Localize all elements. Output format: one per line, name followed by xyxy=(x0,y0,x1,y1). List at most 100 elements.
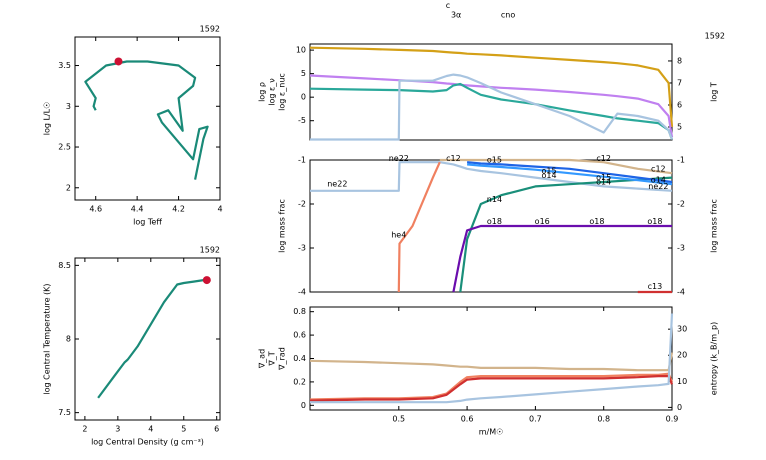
y-axis-label: log ε_nuc xyxy=(278,73,287,111)
x-tick-label: 4.4 xyxy=(131,205,144,214)
x-axis-label: log Teff xyxy=(133,218,162,227)
y2-tick-label: 0 xyxy=(677,403,682,412)
y-axis-label: log ρ xyxy=(258,82,267,102)
annotation: c xyxy=(446,1,450,10)
annotation: 3α xyxy=(451,10,461,19)
y2-axis-label: log T xyxy=(710,82,719,102)
model-number: 1592 xyxy=(200,25,220,34)
y-tick-label: 5 xyxy=(301,69,306,78)
series-line xyxy=(310,73,674,141)
annotation: c12 xyxy=(596,154,611,163)
y2-tick-label: 8 xyxy=(677,56,682,65)
annotation: o16 xyxy=(535,217,550,226)
y2-axis-label: entropy (k_B/m_p) xyxy=(710,322,719,395)
plot-frame xyxy=(74,257,221,421)
series-line xyxy=(309,46,674,128)
y-axis-label: ∇_rad xyxy=(278,347,287,371)
y2-tick-label: 6 xyxy=(677,100,682,109)
y-tick-label: 0 xyxy=(301,401,306,410)
y-tick-label: 2.5 xyxy=(58,143,71,152)
annotation: cno xyxy=(501,10,515,19)
y2-tick-label: -2 xyxy=(677,200,685,209)
series-line xyxy=(310,313,674,404)
x-tick-label: 0.5 xyxy=(392,415,405,424)
x-tick-label: 5 xyxy=(181,425,186,434)
series-line xyxy=(459,176,673,293)
current-point xyxy=(114,57,123,66)
y-axis-label: ∇_T xyxy=(268,351,277,366)
x-tick-label: 4.2 xyxy=(172,205,185,214)
plot-frame xyxy=(309,306,673,411)
y2-tick-label: 5 xyxy=(677,123,682,132)
x-axis-label: log Central Density (g cm⁻³) xyxy=(91,438,204,447)
y2-tick-label: 30 xyxy=(677,325,687,334)
y2-tick-label: -3 xyxy=(677,244,685,253)
plot-frame xyxy=(309,43,673,141)
annotation: n14 xyxy=(487,195,502,204)
y-axis-label: log L/L☉ xyxy=(43,102,52,136)
y-tick-label: -2 xyxy=(298,200,306,209)
series-line xyxy=(452,224,672,293)
y-axis-label: log Central Temperature (K) xyxy=(43,283,52,394)
series-line xyxy=(309,352,674,372)
y-tick-label: -4 xyxy=(298,288,306,297)
y-axis-label: log ε_ν xyxy=(268,78,277,106)
annotation: o18 xyxy=(647,217,662,226)
y2-tick-label: -4 xyxy=(677,288,685,297)
model-number: 1592 xyxy=(200,246,220,255)
y-tick-label: 3.5 xyxy=(58,61,71,70)
x-tick-label: 4 xyxy=(148,425,153,434)
annotation: o15 xyxy=(596,173,611,182)
annotation: he4 xyxy=(391,230,406,239)
annotation: c13 xyxy=(648,282,663,291)
y-tick-label: 7.5 xyxy=(58,408,71,417)
x-tick-label: 3 xyxy=(115,425,120,434)
annotation: ne22 xyxy=(327,180,347,189)
y-axis-label: log mass frac xyxy=(278,199,287,253)
series-line xyxy=(97,279,204,399)
y-tick-label: 8 xyxy=(66,335,71,344)
annotation: c12 xyxy=(651,164,666,173)
y-axis-label: ∇_ad xyxy=(258,349,267,369)
y2-tick-label: 20 xyxy=(677,351,687,360)
y-tick-label: 10 xyxy=(296,46,306,55)
series-line xyxy=(309,375,674,402)
annotation: ne22 xyxy=(648,182,668,191)
annotation: o18 xyxy=(487,217,502,226)
x-tick-label: 0.6 xyxy=(461,415,474,424)
annotation: o15 xyxy=(487,156,502,165)
annotation: ne22 xyxy=(389,154,409,163)
series-line xyxy=(309,74,674,138)
x-tick-label: 4 xyxy=(217,205,222,214)
series-line xyxy=(309,82,674,140)
annotation: o15 xyxy=(542,167,557,176)
x-tick-label: 0.8 xyxy=(597,415,610,424)
y2-tick-label: 7 xyxy=(677,78,682,87)
model-number: 1592 xyxy=(705,32,725,41)
y-tick-label: 0.4 xyxy=(293,354,306,363)
x-tick-label: 0.9 xyxy=(666,415,679,424)
current-point xyxy=(202,276,211,285)
annotation: o14 xyxy=(651,175,666,184)
x-tick-label: 4.6 xyxy=(89,205,102,214)
series-line xyxy=(309,372,674,401)
plot-frame xyxy=(74,36,221,201)
y-tick-label: -5 xyxy=(298,116,306,125)
y-tick-label: 2 xyxy=(66,183,71,192)
y-tick-label: -1 xyxy=(298,156,306,165)
y-tick-label: -3 xyxy=(298,244,306,253)
annotation: c12 xyxy=(446,154,461,163)
series-line xyxy=(397,161,441,293)
y-tick-label: 0.6 xyxy=(293,331,306,340)
x-axis-label: m/M☉ xyxy=(479,428,504,437)
y-tick-label: 0 xyxy=(301,93,306,102)
y-tick-label: 0.2 xyxy=(293,377,306,386)
series-line xyxy=(466,161,673,184)
x-tick-label: 6 xyxy=(214,425,219,434)
x-tick-label: 2 xyxy=(82,425,87,434)
series-line xyxy=(439,158,673,175)
series-line xyxy=(84,60,209,180)
y-tick-label: 3 xyxy=(66,102,71,111)
